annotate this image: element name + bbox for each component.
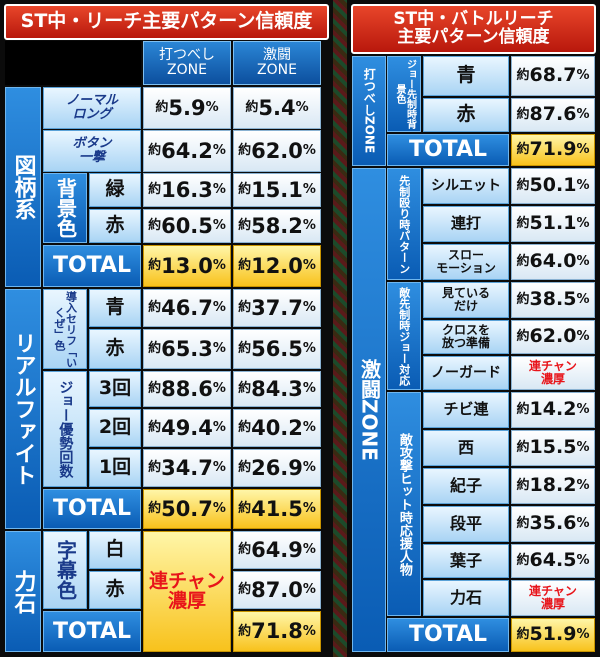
renchan-noukou-cell: 連チャン 濃厚 [143,531,231,652]
value-cell: 約 51.1% [511,206,595,242]
label-3kai: 3回 [89,371,141,407]
label-aka: 赤 [89,571,141,609]
value-cell: 約 40.2% [233,409,321,447]
value-cell: 約 64.2% [143,130,231,172]
value-cell: 約 88.6% [143,371,231,407]
label-slow-motion: スロー モーション [423,244,509,280]
label-chibiren: チビ連 [423,392,509,428]
label-1kai: 1回 [89,449,141,487]
value-cell: 約 65.3% [143,329,231,369]
total-value-cell: 約 71.9% [511,134,595,166]
value-cell: 約 84.3% [233,371,321,407]
value-cell: 約 5.9% [143,87,231,129]
label-aka: 赤 [423,98,509,132]
total-value-cell: 約 50.7% [143,489,231,529]
value-cell: 約 46.7% [143,289,231,327]
total-value-cell: 約 51.9% [511,618,595,652]
total-value-cell: 約 71.8% [233,611,321,652]
value-cell: 約 64.9% [233,531,321,569]
label-donyu-serifu: 導入セリフ「いくぜ」色 [43,289,87,369]
value-cell: 約 34.7% [143,449,231,487]
value-cell: 約 49.4% [143,409,231,447]
group-gekito-zone: 激闘ZONE [352,168,386,652]
value-cell: 約 26.9% [233,449,321,487]
value-cell: 約 56.5% [233,329,321,369]
label-button-ichigeki: ボタン 一撃 [43,130,141,172]
col-header-utsubeshi: 打つべし ZONE [143,41,231,85]
value-cell: 約 37.7% [233,289,321,327]
label-miteiru-dake: 見ている だけ [423,282,509,318]
group-utsubeshi-zone: 打つべしZONE [352,56,386,166]
label-total-real: TOTAL [43,489,141,529]
value-cell: 約 14.2% [511,392,595,428]
label-nishi: 西 [423,430,509,466]
value-cell: 約 62.0% [233,130,321,172]
value-cell: 約 64.0% [511,244,595,280]
label-noriko: 紀子 [423,468,509,504]
renchan-noukou-cell: 連チャン 濃厚 [511,580,595,616]
label-joe-yusei: ジョー優勢回数 [43,371,87,487]
left-title: ST中・リーチ主要パターン信頼度 [4,4,329,40]
total-value-cell: 約 12.0% [233,245,321,287]
group-rikiishi: 力石 [5,531,41,652]
total-value-cell: 約 13.0% [143,245,231,287]
label-total-gekito: TOTAL [387,618,509,652]
label-yoko: 葉子 [423,544,509,578]
label-aka: 赤 [89,209,141,243]
label-total-zugara: TOTAL [43,245,141,287]
label-ao: 青 [423,56,509,96]
value-cell: 約 38.5% [511,282,595,318]
value-cell: 約 35.6% [511,506,595,542]
label-haikei-iro: 背景色 [43,173,87,243]
label-sensei-naguri: 先制殴り時パターン [387,168,421,280]
value-cell: 約 60.5% [143,209,231,243]
value-cell: 約 15.5% [511,430,595,466]
total-value-cell: 約 41.5% [233,489,321,529]
renchan-noukou-cell: 連チャン 濃厚 [511,356,595,390]
label-joe-sensei-haikei: ジョー先制時背景色 [387,56,421,132]
value-cell: 約 62.0% [511,320,595,354]
group-zugara: 図柄系 [5,87,41,287]
label-normal-long: ノーマル ロング [43,87,141,129]
value-cell: 約 5.4% [233,87,321,129]
right-title: ST中・バトルリーチ 主要パターン信頼度 [351,4,596,54]
value-cell: 約 64.5% [511,544,595,578]
label-total-utsubeshi: TOTAL [387,134,509,166]
value-cell: 約 58.2% [233,209,321,243]
label-midori: 緑 [89,173,141,207]
label-jimaku-iro: 字幕色 [43,531,87,609]
value-cell: 約 16.3% [143,173,231,207]
label-total-rikiishi: TOTAL [43,611,141,652]
label-aka: 赤 [89,329,141,369]
label-teki-sensei: 敵先制時ジョー対応 [387,282,421,390]
left-header-blank [5,41,141,85]
value-cell: 約 50.1% [511,168,595,204]
label-no-guard: ノーガード [423,356,509,390]
value-cell: 約 87.6% [511,98,595,132]
label-rikiishi: 力石 [423,580,509,616]
label-silhouette: シルエット [423,168,509,204]
label-danpei: 段平 [423,506,509,542]
label-shiro: 白 [89,531,141,569]
label-cross: クロスを 放つ準備 [423,320,509,354]
col-header-gekito: 激闘 ZONE [233,41,321,85]
label-teki-kougeki-ouen: 敵攻撃ヒット時応援人物 [387,392,421,616]
label-ao: 青 [89,289,141,327]
divider-pattern [333,0,347,657]
label-2kai: 2回 [89,409,141,447]
value-cell: 約 15.1% [233,173,321,207]
value-cell: 約 87.0% [233,571,321,609]
value-cell: 約 68.7% [511,56,595,96]
group-real-fight: リアルファイト [5,289,41,529]
value-cell: 約 18.2% [511,468,595,504]
label-renda: 連打 [423,206,509,242]
